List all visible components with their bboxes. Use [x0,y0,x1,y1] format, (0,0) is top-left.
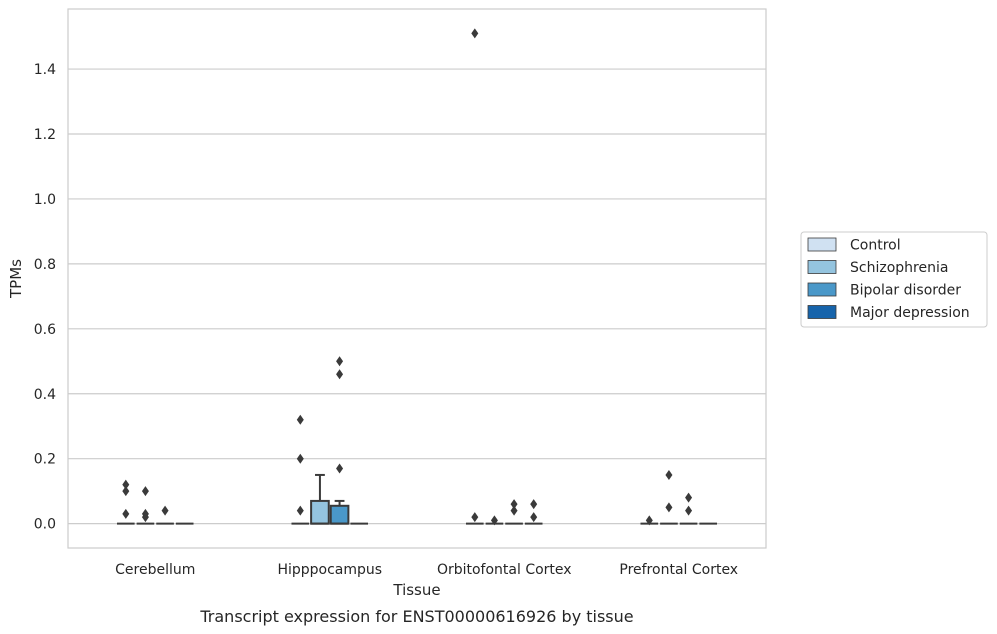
legend-swatch [807,237,837,252]
outlier-point [141,486,149,497]
legend-label: Bipolar disorder [850,283,961,299]
outlier-point [336,356,344,367]
y-tick-label: 0.6 [34,322,56,338]
outlier-point [296,505,304,516]
outlier-point [471,512,479,523]
outlier-point [122,508,130,519]
outlier-point [530,499,538,510]
y-tick-label: 0.8 [34,257,56,273]
y-axis-label: TPMs [7,259,25,299]
box-body [310,499,330,525]
outlier-point [296,414,304,425]
x-tick-label: Prefrontal Cortex [619,562,738,578]
box-plot-marks [116,28,718,526]
outlier-point [685,505,693,516]
legend-frame [800,231,988,328]
outlier-point [665,469,673,480]
plot-area-frame [67,8,767,549]
outlier-point [122,486,130,497]
legend-swatch [807,305,837,319]
y-tick-label: 0.4 [34,387,56,403]
outlier-point [645,515,653,526]
outlier-point [510,499,518,510]
chart-caption: Transcript expression for ENST0000061692… [199,607,633,626]
y-tick-label: 1.4 [34,62,56,78]
y-tick-label: 1.0 [34,192,56,208]
y-tick-label: 0.0 [34,517,56,533]
x-tick-label: Cerebellum [115,562,195,578]
legend-label: Major depression [850,305,970,321]
outlier-point [161,505,169,516]
y-axis-ticks: 0.0 0.2 0.4 0.6 0.8 1.0 1.2 1.4 [34,62,56,533]
legend-label: Control [850,238,901,254]
outlier-point [296,453,304,464]
x-axis-label: Tissue [392,581,440,599]
legend-swatch [807,282,837,297]
outlier-point [490,515,498,526]
outlier-point [510,505,518,516]
outlier-point [685,492,693,503]
outlier-point [122,479,130,490]
outlier-point [471,28,479,39]
box-body [329,504,350,525]
outlier-point [530,512,538,523]
outlier-point [141,508,149,519]
legend: Control Schizophrenia Bipolar disorder Majo… [800,231,988,328]
x-tick-label: Orbitofontal Cortex [437,562,572,578]
y-tick-label: 0.2 [34,452,56,468]
outlier-point [336,463,344,474]
y-gridlines [68,68,766,525]
x-tick-label: Hipppocampus [277,562,382,578]
outlier-point [336,369,344,380]
legend-label: Schizophrenia [850,260,948,276]
x-axis-ticks: Cerebellum Hipppocampus Orbitofontal Corte… [115,562,738,578]
outlier-point [665,502,673,513]
y-tick-label: 1.2 [34,127,56,143]
legend-swatch [807,260,837,274]
